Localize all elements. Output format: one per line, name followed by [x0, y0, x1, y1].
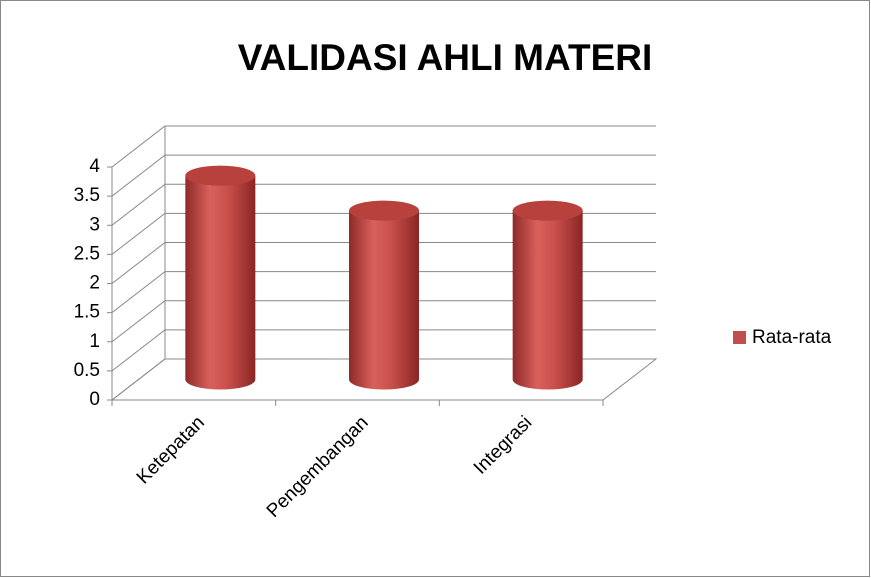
y-tick-label: 2.5 [74, 243, 100, 264]
y-tick-label: 4 [89, 156, 100, 177]
cylinder-top [512, 200, 583, 221]
cylinder-top [349, 200, 419, 221]
cylinder-body [512, 210, 583, 390]
cylinder-body [349, 210, 419, 390]
bar [512, 200, 583, 390]
cylinder-body [185, 175, 256, 390]
y-tick-label: 2 [89, 273, 100, 294]
bar [349, 200, 419, 390]
bar [185, 165, 256, 390]
y-tick-label: 3.5 [74, 185, 100, 206]
y-tick-label: 1 [89, 331, 100, 352]
legend-label: Rata-rata [752, 327, 832, 348]
y-tick-label: 0 [89, 389, 100, 410]
legend-swatch [733, 331, 746, 344]
chart-title: VALIDASI AHLI MATERI [238, 37, 653, 78]
y-tick-label: 0.5 [74, 360, 100, 381]
cylinder-top [185, 165, 256, 186]
y-tick-label: 3 [89, 214, 100, 235]
y-tick-label: 1.5 [74, 302, 100, 323]
